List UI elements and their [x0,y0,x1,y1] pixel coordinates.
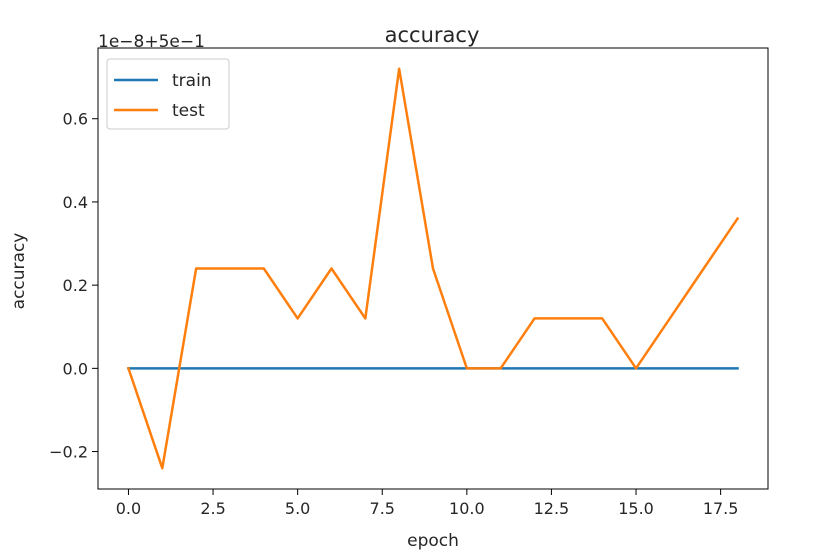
series-layer [126,67,740,470]
y-axis-label: accuracy [9,233,29,310]
y-tick-label: −0.2 [49,443,88,462]
x-tick-label: 15.0 [618,499,654,518]
x-tick-label: 17.5 [703,499,739,518]
x-axis-label: epoch [407,531,459,551]
x-tick-label: 0.0 [116,499,141,518]
x-tick-label: 5.0 [285,499,310,518]
x-tick-label: 10.0 [449,499,485,518]
y-tick-label: 0.6 [63,110,88,129]
y-tick-label: 0.0 [63,359,88,378]
legend: train test [106,58,230,130]
series-line-test [126,67,740,470]
y-axis-ticks: −0.2 0.0 0.2 0.4 0.6 [49,110,98,462]
x-tick-label: 2.5 [200,499,225,518]
x-tick-label: 12.5 [534,499,570,518]
legend-label-train: train [172,71,212,91]
legend-label-test: test [172,101,205,121]
plot-frame [97,47,769,490]
x-tick-label: 7.5 [370,499,395,518]
y-offset-text: 1e−8+5e−1 [98,32,205,52]
legend-box [106,58,230,130]
chart-title: accuracy [385,23,480,47]
y-tick-label: 0.4 [63,193,88,212]
y-tick-label: 0.2 [63,276,88,295]
x-axis-ticks: 0.0 2.5 5.0 7.5 10.0 12.5 15.0 17.5 [116,489,739,518]
